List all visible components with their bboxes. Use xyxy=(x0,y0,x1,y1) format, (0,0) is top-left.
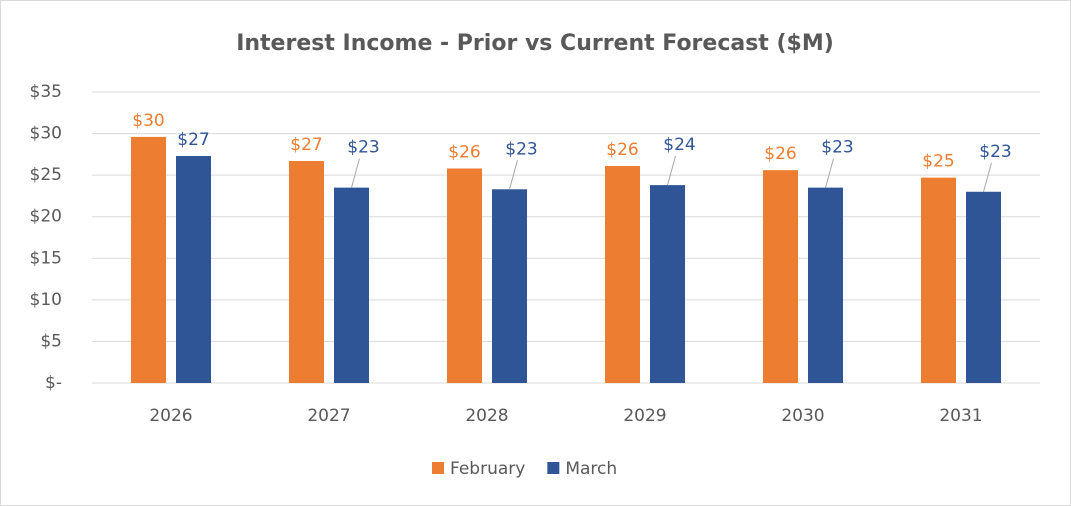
data-label: $23 xyxy=(347,138,379,158)
bar xyxy=(808,187,843,383)
legend-swatch xyxy=(432,462,444,474)
bar xyxy=(492,189,527,383)
y-tick-label: $20 xyxy=(30,207,62,227)
data-label: $27 xyxy=(290,135,322,155)
bar xyxy=(131,136,166,383)
x-tick-label: 2027 xyxy=(307,406,350,426)
bar xyxy=(605,165,640,383)
bar xyxy=(966,191,1001,383)
y-tick-label: $- xyxy=(45,373,62,393)
leader-line xyxy=(351,158,360,188)
data-label: $30 xyxy=(132,111,164,131)
bar xyxy=(763,170,798,383)
data-label: $23 xyxy=(979,142,1011,162)
leader-line xyxy=(983,162,992,192)
bar xyxy=(176,156,211,383)
data-label: $23 xyxy=(821,138,853,158)
leader-line xyxy=(509,160,518,190)
data-label: $25 xyxy=(922,152,954,172)
data-label: $27 xyxy=(177,130,209,150)
x-tick-label: 2030 xyxy=(781,406,824,426)
data-label: $26 xyxy=(448,142,480,162)
data-label: $23 xyxy=(505,139,537,159)
y-tick-label: $35 xyxy=(30,82,62,102)
bar xyxy=(921,177,956,383)
data-label: $24 xyxy=(663,135,695,155)
data-label: $26 xyxy=(764,144,796,164)
chart-title: Interest Income - Prior vs Current Forec… xyxy=(236,31,834,56)
x-tick-label: 2026 xyxy=(149,406,192,426)
legend-label: March xyxy=(565,459,617,479)
leader-line xyxy=(825,158,834,188)
legend-label: February xyxy=(450,459,525,479)
y-tick-label: $15 xyxy=(30,248,62,268)
y-tick-label: $30 xyxy=(30,124,62,144)
x-tick-label: 2028 xyxy=(465,406,508,426)
bar xyxy=(334,187,369,383)
x-tick-label: 2031 xyxy=(939,406,982,426)
bar xyxy=(650,185,685,383)
bar xyxy=(447,168,482,383)
bar xyxy=(289,161,324,383)
y-tick-label: $25 xyxy=(30,165,62,185)
x-tick-label: 2029 xyxy=(623,406,666,426)
y-tick-label: $10 xyxy=(30,290,62,310)
data-label: $26 xyxy=(606,140,638,160)
legend-swatch xyxy=(547,462,560,474)
leader-line xyxy=(667,155,676,186)
y-tick-label: $5 xyxy=(40,331,62,351)
